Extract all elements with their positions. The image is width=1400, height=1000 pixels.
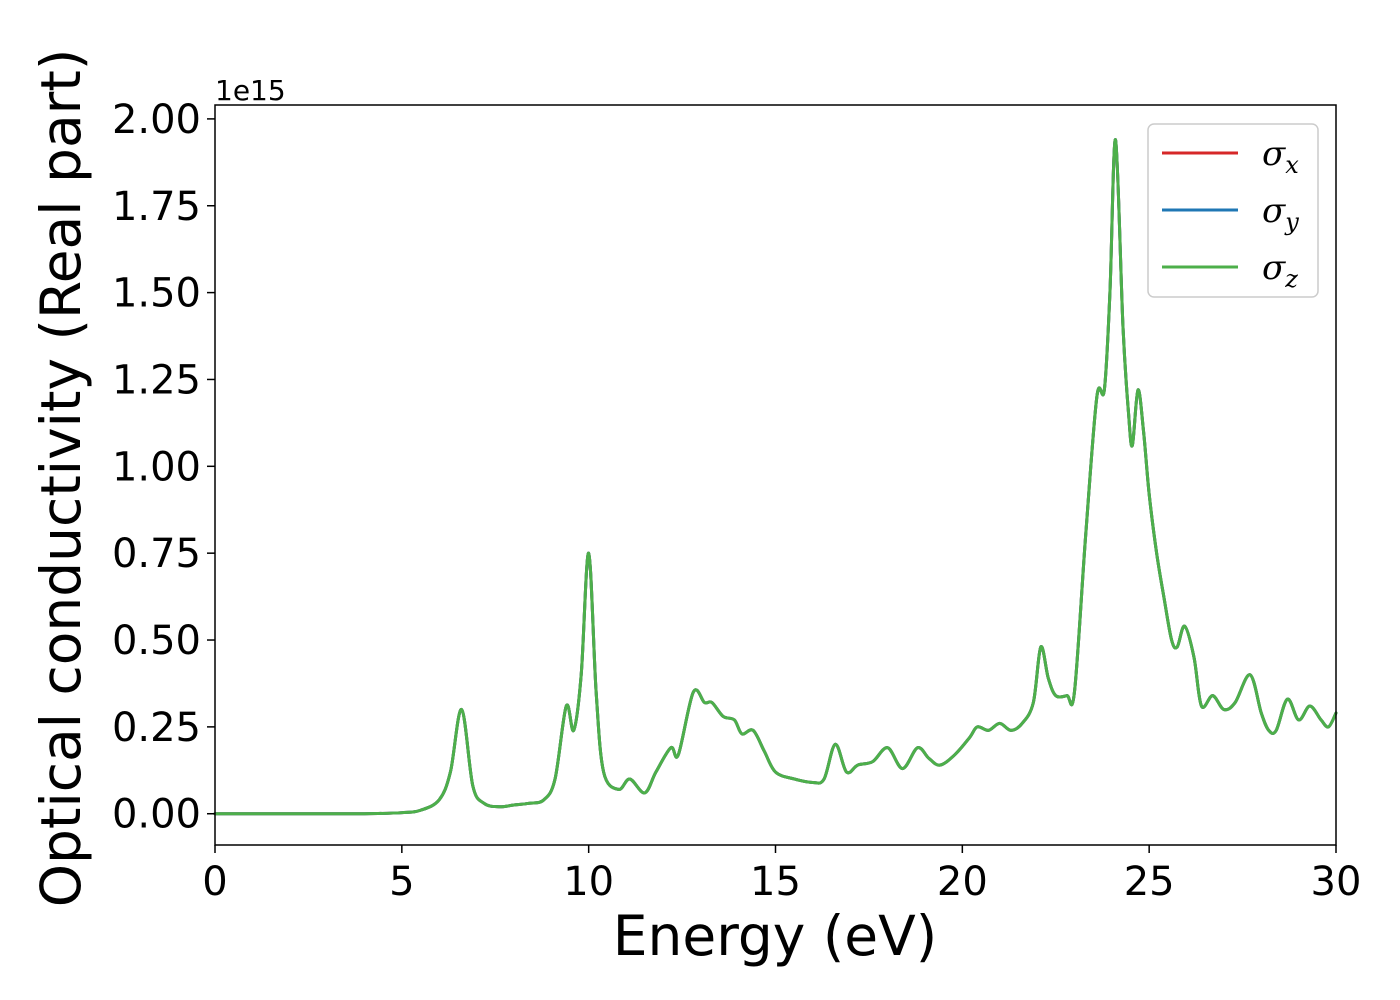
x-tick-label: 5	[389, 859, 414, 905]
series-layer	[213, 138, 1338, 816]
x-tick-label: 10	[563, 859, 614, 905]
legend-label-subscript: z	[1284, 265, 1298, 293]
legend-label-symbol: σ	[1262, 191, 1286, 231]
x-tick-label: 0	[202, 859, 227, 905]
y-tick-label: 1.25	[112, 357, 201, 403]
legend-label-subscript: y	[1284, 208, 1299, 236]
x-tick-label: 25	[1124, 859, 1175, 905]
x-tick-label: 30	[1311, 859, 1362, 905]
y-axis-ticks: 0.00 0.25 0.50 0.75 1.00 1.25 1.50 1.75 2.00	[112, 97, 215, 838]
legend-label-symbol: σ	[1262, 248, 1286, 288]
y-tick-label: 1.50	[112, 271, 201, 317]
x-tick-label: 20	[937, 859, 988, 905]
y-axis-label: Optical conductivity (Real part)	[29, 49, 93, 908]
y-tick-label: 0.25	[112, 705, 201, 751]
x-axis-ticks: 0 5 10 15 20 25 30	[202, 845, 1361, 905]
y-tick-label: 2.00	[112, 97, 201, 143]
y-tick-label: 0.00	[112, 792, 201, 838]
legend-label-sigma-z: σz	[1262, 248, 1298, 293]
y-tick-label: 1.75	[112, 184, 201, 230]
y-offset-label: 1e15	[215, 74, 286, 107]
y-tick-label: 0.50	[112, 618, 201, 664]
legend-label-symbol: σ	[1262, 134, 1286, 174]
x-axis-label: Energy (eV)	[613, 904, 937, 968]
legend-label-sigma-x: σx	[1262, 134, 1299, 179]
y-tick-label: 1.00	[112, 444, 201, 490]
legend-label-subscript: x	[1285, 151, 1299, 179]
x-tick-label: 15	[750, 859, 801, 905]
series-line-sigma-z	[213, 138, 1338, 816]
legend-label-sigma-y: σy	[1262, 191, 1299, 236]
y-tick-label: 0.75	[112, 531, 201, 577]
